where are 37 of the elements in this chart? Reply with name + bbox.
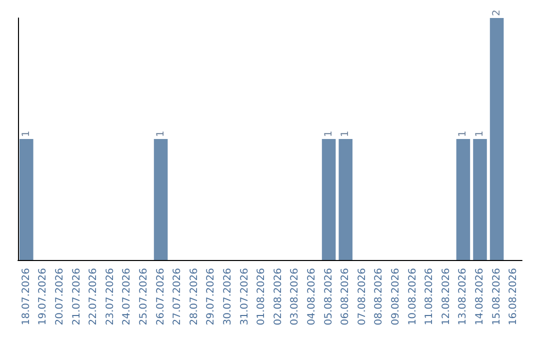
x-tick-label: 18.07.2026 bbox=[20, 268, 32, 326]
x-tick-label: 04.08.2026 bbox=[306, 268, 318, 326]
x-tick-label: 30.07.2026 bbox=[222, 268, 234, 326]
x-tick-label: 09.08.2026 bbox=[390, 268, 402, 326]
data-label: 1 bbox=[20, 130, 32, 137]
x-tick-label: 23.07.2026 bbox=[104, 268, 116, 326]
data-label: 1 bbox=[155, 130, 166, 137]
x-tick-label: 07.08.2026 bbox=[356, 268, 368, 326]
x-tick-label: 10.08.2026 bbox=[407, 268, 418, 326]
x-tick-label: 11.08.2026 bbox=[424, 268, 436, 326]
x-tick-label: 15.08.2026 bbox=[491, 268, 502, 326]
data-label: 2 bbox=[491, 10, 502, 16]
data-label: 1 bbox=[474, 130, 486, 137]
x-tick-label: 26.07.2026 bbox=[155, 268, 166, 326]
x-tick-label: 28.07.2026 bbox=[188, 268, 200, 326]
x-tick-label: 06.08.2026 bbox=[340, 268, 352, 326]
x-tick-label: 27.07.2026 bbox=[172, 268, 184, 326]
x-tick-label: 05.08.2026 bbox=[323, 268, 334, 326]
x-tick-label: 13.08.2026 bbox=[458, 268, 469, 326]
data-label: 1 bbox=[323, 130, 334, 137]
x-tick-label: 12.08.2026 bbox=[440, 268, 452, 326]
x-tick-label: 16.08.2026 bbox=[508, 268, 520, 326]
x-tick-label: 14.08.2026 bbox=[474, 268, 486, 326]
x-tick-label: 20.07.2026 bbox=[54, 268, 66, 326]
x-tick-label: 02.08.2026 bbox=[272, 268, 284, 326]
data-label: 1 bbox=[340, 130, 352, 137]
x-tick-label: 22.07.2026 bbox=[88, 268, 100, 326]
x-tick-label: 19.07.2026 bbox=[38, 268, 49, 326]
x-tick-label: 29.07.2026 bbox=[206, 268, 217, 326]
x-tick-label: 03.08.2026 bbox=[290, 268, 301, 326]
x-tick-label: 25.07.2026 bbox=[138, 268, 150, 326]
x-tick-label: 24.07.2026 bbox=[122, 268, 133, 326]
x-tick-label: 31.07.2026 bbox=[239, 268, 250, 326]
x-tick-label: 21.07.2026 bbox=[71, 268, 82, 326]
x-tick-label: 01.08.2026 bbox=[256, 268, 268, 326]
x-tick-label: 08.08.2026 bbox=[374, 268, 385, 326]
data-label: 1 bbox=[458, 130, 469, 137]
